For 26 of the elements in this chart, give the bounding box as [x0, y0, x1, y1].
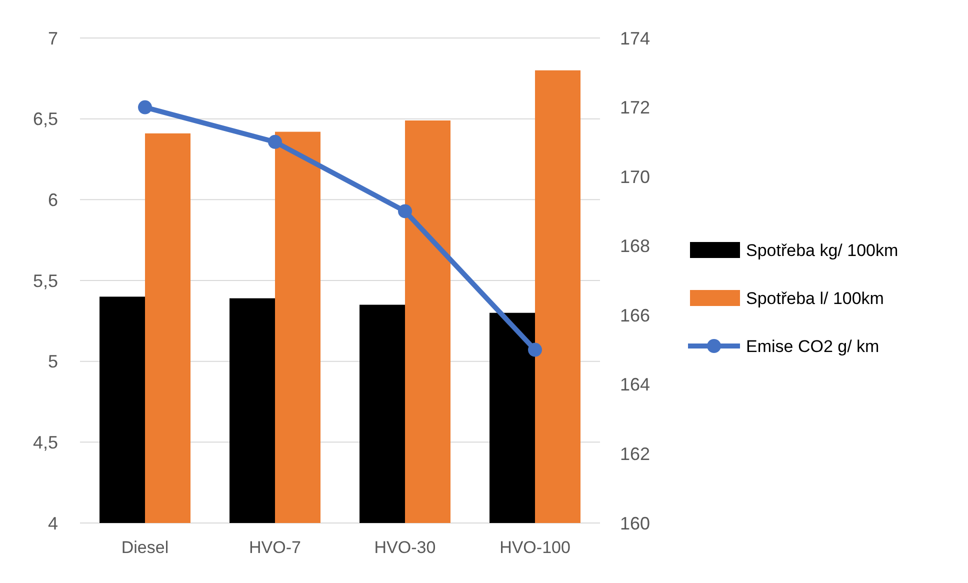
- x-tick-label: HVO-30: [374, 538, 436, 557]
- y-tick-label: 6: [48, 190, 58, 210]
- y2-tick-label: 166: [620, 305, 650, 326]
- y-tick-label: 7: [48, 28, 58, 48]
- legend-label: Spotřeba l/ 100km: [746, 288, 884, 308]
- y-tick-label: 5,5: [32, 270, 58, 291]
- y2-tick-label: 172: [620, 98, 650, 118]
- point: [268, 134, 282, 149]
- y2-tick-label: 168: [620, 236, 650, 256]
- x-tick-label: HVO-100: [500, 538, 570, 557]
- y2-tick-label: 162: [620, 444, 650, 464]
- x-tick-label: Diesel: [121, 538, 169, 557]
- y-tick-label: 6,5: [32, 109, 58, 130]
- y-tick-label: 5: [48, 352, 58, 372]
- y-tick-label: 4,5: [32, 432, 58, 452]
- point: [398, 204, 412, 218]
- y2-tick-label: 160: [620, 513, 650, 534]
- y-tick-label: 4: [48, 513, 58, 534]
- legend-label: Spotřeba kg/ 100km: [746, 240, 898, 260]
- y2-tick-label: 174: [620, 28, 650, 48]
- y2-tick-label: 164: [620, 374, 650, 395]
- y2-tick-label: 170: [620, 166, 650, 187]
- legend-label: Emise CO2 g/ km: [746, 336, 880, 356]
- point: [528, 342, 542, 357]
- x-tick-label: HVO-7: [249, 538, 301, 557]
- point: [138, 100, 152, 114]
